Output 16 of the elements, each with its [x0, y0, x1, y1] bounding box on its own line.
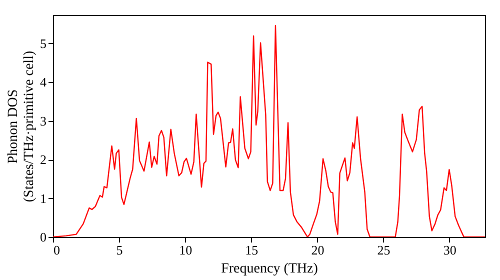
y-tick-label: 4 [40, 74, 47, 90]
x-tick-label: 25 [377, 242, 390, 258]
x-tick-label: 15 [245, 242, 258, 258]
y-tick-label: 0 [40, 230, 46, 244]
y-tick-label: 2 [40, 152, 46, 168]
y-axis-title: Phonon DOS (States/THz·primitive cell) [6, 50, 37, 202]
x-tick-label: 0 [54, 242, 60, 258]
y-tick-label: 5 [40, 36, 46, 51]
x-axis-title: Frequency (THz) [221, 262, 318, 276]
x-tick-label: 30 [443, 242, 456, 258]
x-tick-label: 5 [116, 242, 123, 258]
y-tick-label: 3 [40, 113, 46, 128]
x-tick-label: 10 [179, 242, 192, 258]
line-series [53, 24, 485, 237]
y-tick-label: 1 [40, 190, 46, 206]
x-tick-label: 20 [311, 242, 324, 258]
